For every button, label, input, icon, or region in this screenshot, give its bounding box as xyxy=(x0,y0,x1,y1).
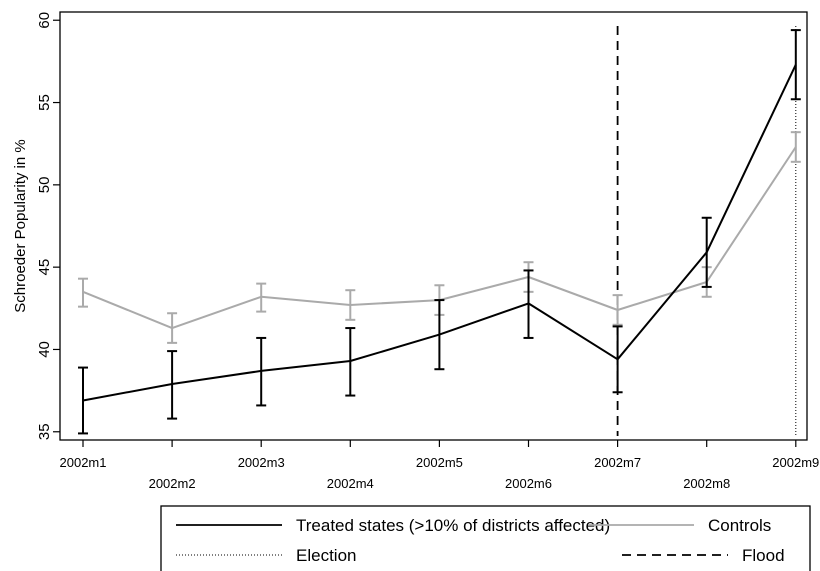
y-axis-label: Schroeder Popularity in % xyxy=(12,139,29,312)
series-layer xyxy=(78,29,801,435)
legend-box xyxy=(160,505,811,571)
legend-label-flood: Flood xyxy=(742,546,785,565)
legend: Treated states (>10% of districts affect… xyxy=(160,505,811,571)
legend-label-treated: Treated states (>10% of districts affect… xyxy=(296,516,610,535)
event-lines xyxy=(616,26,797,436)
x-tick-label: 2002m4 xyxy=(327,476,374,491)
y-tick-label: 40 xyxy=(36,341,53,358)
x-tick-label: 2002m3 xyxy=(238,455,285,470)
y-tick-label: 50 xyxy=(36,177,53,194)
series-line-treated xyxy=(82,64,797,402)
x-tick-label: 2002m1 xyxy=(60,455,107,470)
x-axis: 2002m1 2002m2 2002m3 2002m4 2002m5 2002m6 2002… xyxy=(60,440,819,491)
y-tick-label: 45 xyxy=(36,259,53,276)
x-tick-label: 2002m6 xyxy=(505,476,552,491)
y-tick-label: 55 xyxy=(36,94,53,111)
legend-label-election: Election xyxy=(296,546,356,565)
y-tick-label: 60 xyxy=(36,12,53,29)
x-tick-label: 2002m7 xyxy=(594,455,641,470)
x-tick-label: 2002m5 xyxy=(416,455,463,470)
series-treated xyxy=(78,29,801,435)
plot-frame xyxy=(59,11,808,441)
y-tick-label: 35 xyxy=(36,423,53,440)
x-tick-label: 2002m8 xyxy=(683,476,730,491)
legend-label-controls: Controls xyxy=(708,516,771,535)
x-tick-label: 2002m9 xyxy=(772,455,819,470)
x-tick-label: 2002m2 xyxy=(149,476,196,491)
y-axis: 35 40 45 50 55 60 xyxy=(36,12,60,440)
